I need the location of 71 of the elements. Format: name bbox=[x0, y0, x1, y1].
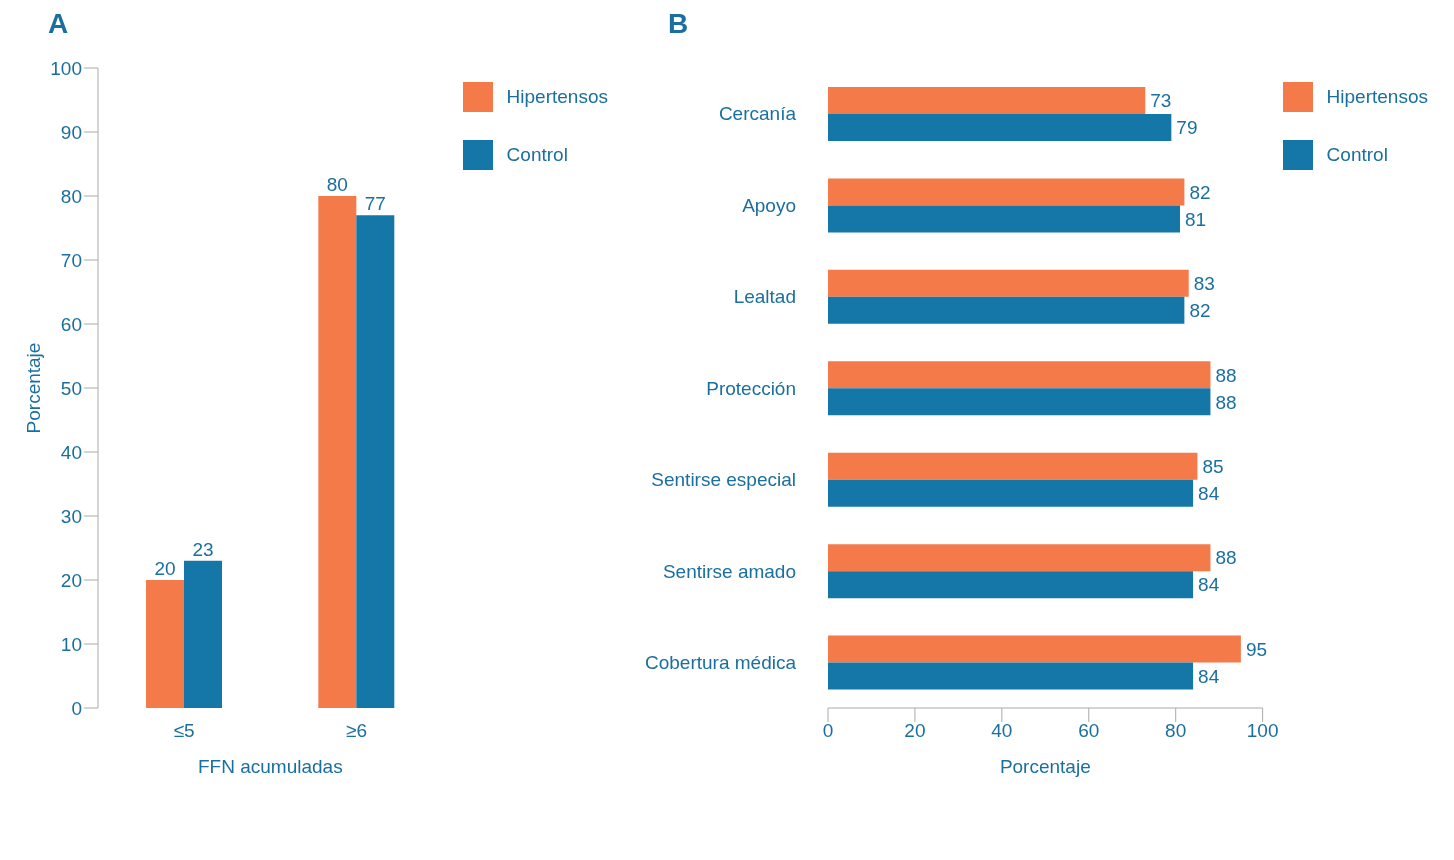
legend-label: Hipertensos bbox=[1326, 85, 1428, 109]
y-tick-label: 60 bbox=[60, 313, 82, 335]
y-tick-label: 10 bbox=[60, 633, 82, 655]
y-axis-title: Porcentaje bbox=[22, 342, 44, 434]
x-tick-label: 40 bbox=[991, 720, 1013, 742]
data-label: 84 bbox=[1198, 574, 1220, 596]
data-label: 84 bbox=[1198, 482, 1220, 504]
y-tick-label: 50 bbox=[60, 377, 82, 399]
data-label: 73 bbox=[1150, 90, 1172, 112]
x-axis-title: Porcentaje bbox=[999, 756, 1091, 777]
y-tick-label: Lealtad bbox=[733, 286, 796, 308]
bar bbox=[828, 635, 1241, 663]
data-label: 95 bbox=[1245, 638, 1268, 660]
x-tick-label: 0 bbox=[822, 720, 834, 742]
y-tick-label: 40 bbox=[60, 441, 82, 463]
bar bbox=[828, 178, 1185, 206]
bar bbox=[828, 662, 1194, 690]
bar bbox=[184, 560, 222, 708]
bar bbox=[828, 544, 1211, 572]
data-label: 88 bbox=[1215, 391, 1237, 413]
bar bbox=[828, 452, 1198, 480]
y-tick-label: 20 bbox=[60, 569, 82, 591]
chart-title: A bbox=[48, 8, 69, 40]
bar bbox=[318, 196, 357, 708]
x-axis-title: FFN acumuladas bbox=[197, 756, 343, 777]
bar bbox=[828, 479, 1194, 507]
data-label: 23 bbox=[192, 538, 214, 560]
legend-label: Hipertensos bbox=[506, 85, 608, 109]
legend-label: Control bbox=[1326, 143, 1388, 167]
x-tick-label: 80 bbox=[1165, 720, 1187, 742]
y-tick-label: Protección bbox=[706, 377, 796, 399]
bar bbox=[828, 388, 1211, 416]
legend-label: Control bbox=[506, 143, 568, 167]
y-tick-label: Sentirse especial bbox=[651, 469, 796, 491]
bar bbox=[828, 296, 1185, 324]
y-tick-label: 0 bbox=[71, 697, 82, 719]
bar bbox=[828, 571, 1194, 599]
bar bbox=[146, 580, 184, 708]
y-tick-label: Cercanía bbox=[718, 103, 797, 125]
y-tick-label: 70 bbox=[60, 249, 82, 271]
bar bbox=[828, 87, 1146, 114]
bar bbox=[828, 269, 1189, 297]
y-tick-label: 90 bbox=[60, 121, 82, 143]
data-label: 85 bbox=[1202, 455, 1224, 477]
data-label: 82 bbox=[1189, 300, 1211, 322]
x-tick-label: ≤5 bbox=[173, 720, 195, 742]
x-tick-label: ≥6 bbox=[345, 720, 367, 742]
y-tick-label: 30 bbox=[60, 505, 82, 527]
data-label: 82 bbox=[1189, 181, 1211, 203]
bar bbox=[828, 205, 1181, 233]
x-tick-label: 100 bbox=[1246, 720, 1279, 742]
data-label: 88 bbox=[1215, 364, 1237, 386]
data-label: 88 bbox=[1215, 547, 1237, 569]
data-label: 79 bbox=[1176, 117, 1198, 139]
y-tick-label: Cobertura médica bbox=[644, 652, 797, 674]
x-tick-label: 60 bbox=[1078, 720, 1100, 742]
data-label: 84 bbox=[1198, 665, 1220, 687]
data-label: 83 bbox=[1193, 273, 1215, 295]
x-tick-label: 20 bbox=[904, 720, 926, 742]
data-label: 81 bbox=[1185, 208, 1207, 230]
y-tick-label: Sentirse amado bbox=[662, 560, 796, 582]
bar bbox=[828, 361, 1211, 389]
bar bbox=[828, 114, 1172, 141]
bar bbox=[356, 215, 395, 708]
data-label: 80 bbox=[326, 174, 348, 195]
data-label: 20 bbox=[154, 558, 176, 579]
y-tick-label: Apoyo bbox=[742, 194, 796, 216]
chart-title: B bbox=[668, 8, 689, 40]
y-tick-label: 80 bbox=[60, 185, 82, 207]
y-tick-label: 100 bbox=[50, 57, 82, 79]
data-label: 77 bbox=[364, 193, 386, 215]
